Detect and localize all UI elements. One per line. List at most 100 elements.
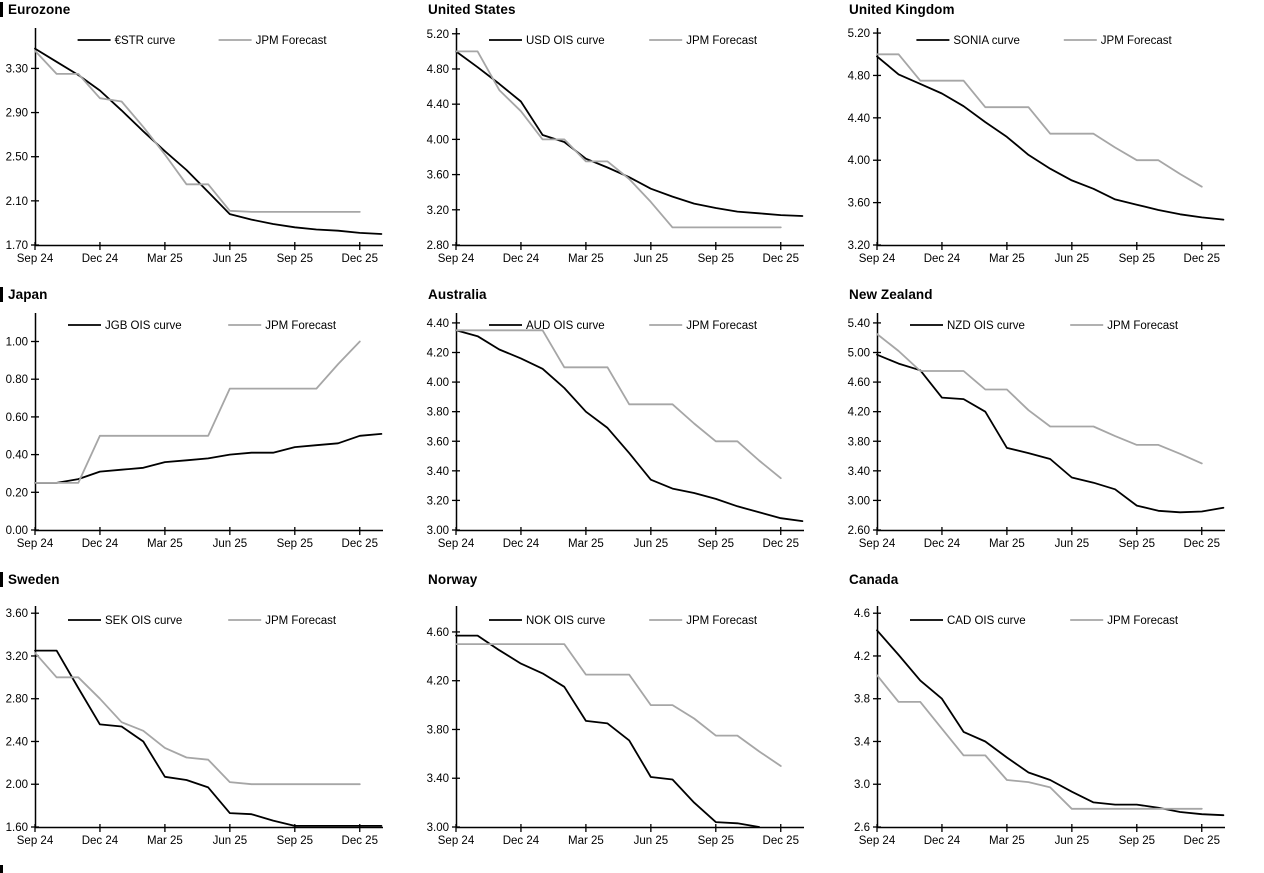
legend-label-forecast: JPM Forecast — [1107, 320, 1179, 332]
section-marker-bar — [0, 287, 3, 302]
section-marker-bar — [0, 572, 3, 587]
x-axis-tick-label: Mar 25 — [989, 253, 1025, 265]
chart-title-norway: Norway — [428, 572, 478, 587]
chart-title-united-kingdom: United Kingdom — [849, 2, 955, 17]
x-axis-tick-label: Sep 25 — [277, 253, 313, 265]
x-axis-tick-label: Mar 25 — [989, 538, 1025, 550]
x-axis-tick-label: Mar 25 — [989, 835, 1025, 847]
series-line-market — [455, 50, 804, 217]
section-marker-bar — [0, 2, 3, 17]
x-axis-tick-label: Dec 25 — [342, 253, 378, 265]
x-axis-tick-label: Dec 25 — [763, 538, 799, 550]
x-axis-tick-label: Sep 24 — [438, 835, 475, 847]
legend-label-market: AUD OIS curve — [526, 320, 605, 332]
series-line-market — [876, 55, 1225, 221]
section-header: United Kingdom — [849, 1, 955, 18]
x-axis-tick-label: Dec 24 — [82, 253, 119, 265]
x-axis-tick-label: Dec 25 — [342, 835, 378, 847]
x-axis-tick-label: Sep 25 — [277, 835, 313, 847]
y-axis-tick-label: 4.6 — [854, 608, 870, 620]
legend-label-market: JGB OIS curve — [105, 320, 182, 332]
series-line-market — [455, 634, 761, 828]
x-axis-tick-label: Jun 25 — [1055, 538, 1090, 550]
x-axis-tick-label: Jun 25 — [1055, 253, 1090, 265]
x-axis-tick-label: Mar 25 — [568, 835, 604, 847]
y-axis-tick-label: 3.30 — [6, 63, 28, 75]
x-axis-tick-label: Jun 25 — [634, 835, 669, 847]
chart-title-new-zealand: New Zealand — [849, 287, 933, 302]
y-axis-tick-label: 4.80 — [848, 70, 870, 82]
y-axis-tick-label: 2.50 — [6, 152, 28, 164]
y-axis-tick-label: 4.20 — [427, 348, 449, 360]
section-header: Sweden — [0, 571, 60, 588]
y-axis-tick-label: 1.70 — [6, 240, 28, 252]
x-axis-tick-label: Mar 25 — [568, 253, 604, 265]
x-axis-tick-label: Dec 25 — [342, 538, 378, 550]
y-axis-tick-label: 2.80 — [427, 240, 449, 252]
y-axis-tick-label: 3.60 — [6, 608, 28, 620]
y-axis-tick-label: 3.00 — [848, 495, 870, 507]
section-header: Australia — [428, 286, 487, 303]
series-line-market — [876, 353, 1225, 514]
x-axis-tick-label: Sep 24 — [17, 835, 54, 847]
series-line-market — [34, 47, 383, 235]
series-line-market — [455, 329, 804, 523]
legend-label-market: SONIA curve — [953, 35, 1019, 47]
x-axis-tick-label: Mar 25 — [147, 538, 183, 550]
x-axis-tick-label: Sep 25 — [277, 538, 313, 550]
x-axis-tick-label: Jun 25 — [213, 253, 248, 265]
page-bottom-marker-bar — [0, 865, 3, 873]
section-header: United States — [428, 1, 516, 18]
y-axis-tick-label: 5.20 — [848, 28, 870, 40]
x-axis-tick-label: Dec 24 — [924, 253, 961, 265]
x-axis-tick-label: Jun 25 — [1055, 835, 1090, 847]
x-axis-tick-label: Sep 24 — [438, 538, 475, 550]
x-axis-tick-label: Sep 24 — [17, 538, 54, 550]
legend-label-forecast: JPM Forecast — [686, 615, 758, 627]
y-axis-tick-label: 4.00 — [848, 155, 870, 167]
section-header: Norway — [428, 571, 477, 588]
chart-title-eurozone: Eurozone — [8, 2, 71, 17]
y-axis-tick-label: 3.40 — [848, 466, 870, 478]
x-axis-tick-label: Jun 25 — [213, 538, 248, 550]
series-line-market — [34, 432, 383, 484]
legend-label-market: CAD OIS curve — [947, 615, 1026, 627]
series-line-forecast — [455, 643, 782, 767]
y-axis-tick-label: 4.80 — [427, 64, 449, 76]
series-line-forecast — [34, 49, 361, 213]
y-axis-tick-label: 4.20 — [427, 676, 449, 688]
y-axis-tick-label: 4.40 — [848, 113, 870, 125]
y-axis-tick-label: 2.6 — [854, 822, 870, 834]
x-axis-tick-label: Sep 25 — [1119, 835, 1155, 847]
y-axis-tick-label: 3.20 — [427, 495, 449, 507]
chart-tile-australia: Australia 4.40 4.20 4.00 3.80 3.60 3.40 3.20 3.… — [421, 285, 842, 570]
y-axis-tick-label: 3.00 — [427, 525, 449, 537]
x-axis-tick-label: Sep 25 — [1119, 253, 1155, 265]
x-axis-tick-label: Dec 24 — [503, 835, 540, 847]
x-axis-tick-label: Dec 25 — [1184, 253, 1220, 265]
legend-label-forecast: JPM Forecast — [265, 615, 337, 627]
x-axis-tick-label: Dec 24 — [924, 538, 961, 550]
y-axis-tick-label: 0.60 — [6, 412, 28, 424]
x-axis-tick-label: Dec 25 — [763, 253, 799, 265]
y-axis-tick-label: 2.40 — [6, 736, 28, 748]
y-axis-tick-label: 0.40 — [6, 450, 28, 462]
legend-label-market: NZD OIS curve — [947, 320, 1025, 332]
y-axis-tick-label: 3.00 — [427, 822, 449, 834]
x-axis-tick-label: Dec 24 — [82, 835, 119, 847]
series-line-forecast — [455, 329, 782, 480]
chart-title-australia: Australia — [428, 287, 487, 302]
legend-label-forecast: JPM Forecast — [1101, 35, 1173, 47]
section-header: Canada — [849, 571, 898, 588]
series-line-forecast — [455, 50, 782, 229]
chart-title-sweden: Sweden — [8, 572, 60, 587]
y-axis-tick-label: 1.60 — [6, 822, 28, 834]
x-axis-tick-label: Sep 24 — [17, 253, 54, 265]
y-axis-tick-label: 4.40 — [427, 99, 449, 111]
